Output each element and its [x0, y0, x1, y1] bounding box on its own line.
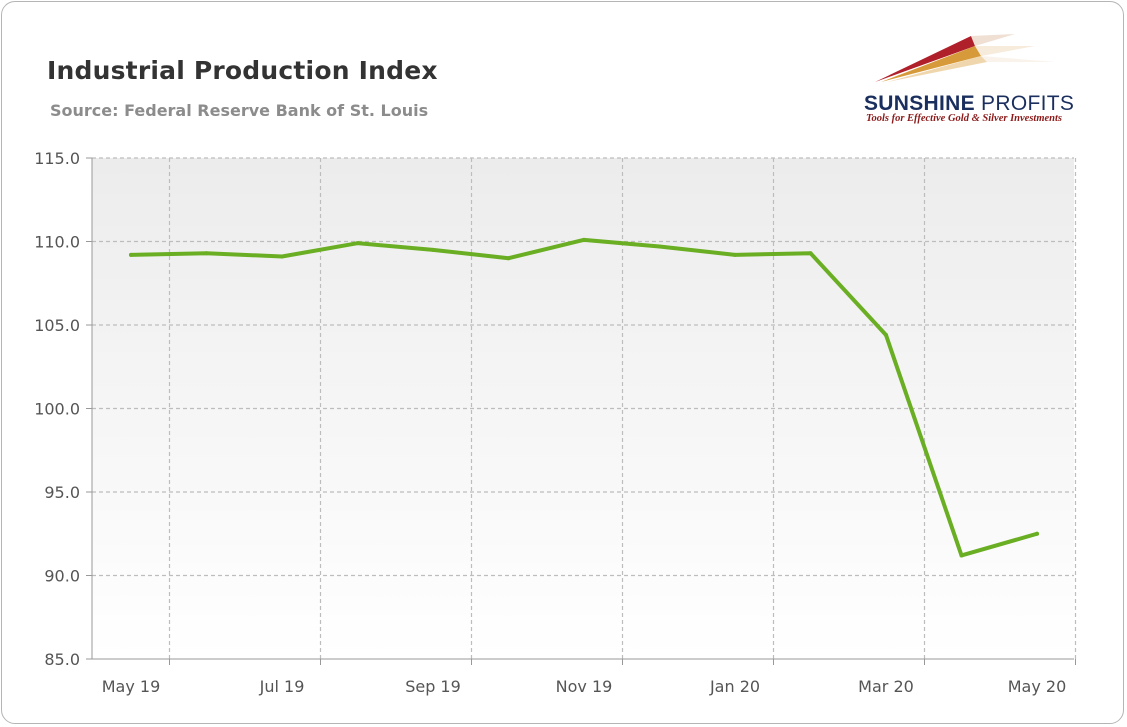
y-tick-label: 95.0 [44, 483, 80, 502]
y-tick-label: 100.0 [34, 400, 80, 419]
sunshine-profits-logo-icon [875, 34, 1055, 82]
data-point [959, 553, 964, 558]
logo-name-regular: PROFITS [974, 92, 1075, 115]
series-layer [129, 237, 1039, 558]
data-point [280, 254, 284, 259]
logo-name-bold: SUNSHINE [864, 92, 975, 115]
y-tick-label: 105.0 [34, 316, 80, 335]
data-point [808, 251, 813, 256]
data-point [1035, 531, 1039, 536]
x-tick-label: Jul 19 [259, 677, 305, 696]
y-axis-ticks: 85.0 90.0 95.0 100.0 105.0 110.0 115.0 [34, 149, 80, 669]
data-point [355, 241, 360, 246]
x-axis-ticks: May 19 Jul 19 Sep 19 Nov 19 Jan 20 Mar 20 May … [102, 677, 1067, 696]
data-point [884, 333, 888, 338]
data-point [506, 256, 511, 261]
y-tick-label: 85.0 [44, 650, 80, 669]
y-tick-label: 115.0 [34, 149, 80, 168]
y-tick-label: 90.0 [44, 567, 80, 586]
x-tick-label: May 20 [1008, 677, 1067, 696]
chart-subtitle: Source: Federal Reserve Bank of St. Loui… [50, 101, 429, 120]
data-point [431, 247, 435, 252]
chart-title: Industrial Production Index [47, 56, 438, 85]
data-point [204, 251, 209, 256]
data-point [129, 252, 133, 257]
data-point [582, 237, 586, 242]
axes [86, 157, 1076, 665]
x-tick-label: Sep 19 [405, 677, 461, 696]
data-point [733, 252, 737, 257]
x-tick-label: Mar 20 [858, 677, 914, 696]
y-tick-label: 110.0 [34, 233, 80, 252]
x-tick-label: Nov 19 [556, 677, 613, 696]
gridlines [92, 157, 1077, 659]
x-tick-label: Jan 20 [709, 677, 760, 696]
data-point [657, 244, 662, 249]
logo-tagline: Tools for Effective Gold & Silver Invest… [866, 113, 1062, 124]
logo-name: SUNSHINE PROFITS [864, 92, 1074, 116]
x-tick-label: May 19 [102, 677, 161, 696]
